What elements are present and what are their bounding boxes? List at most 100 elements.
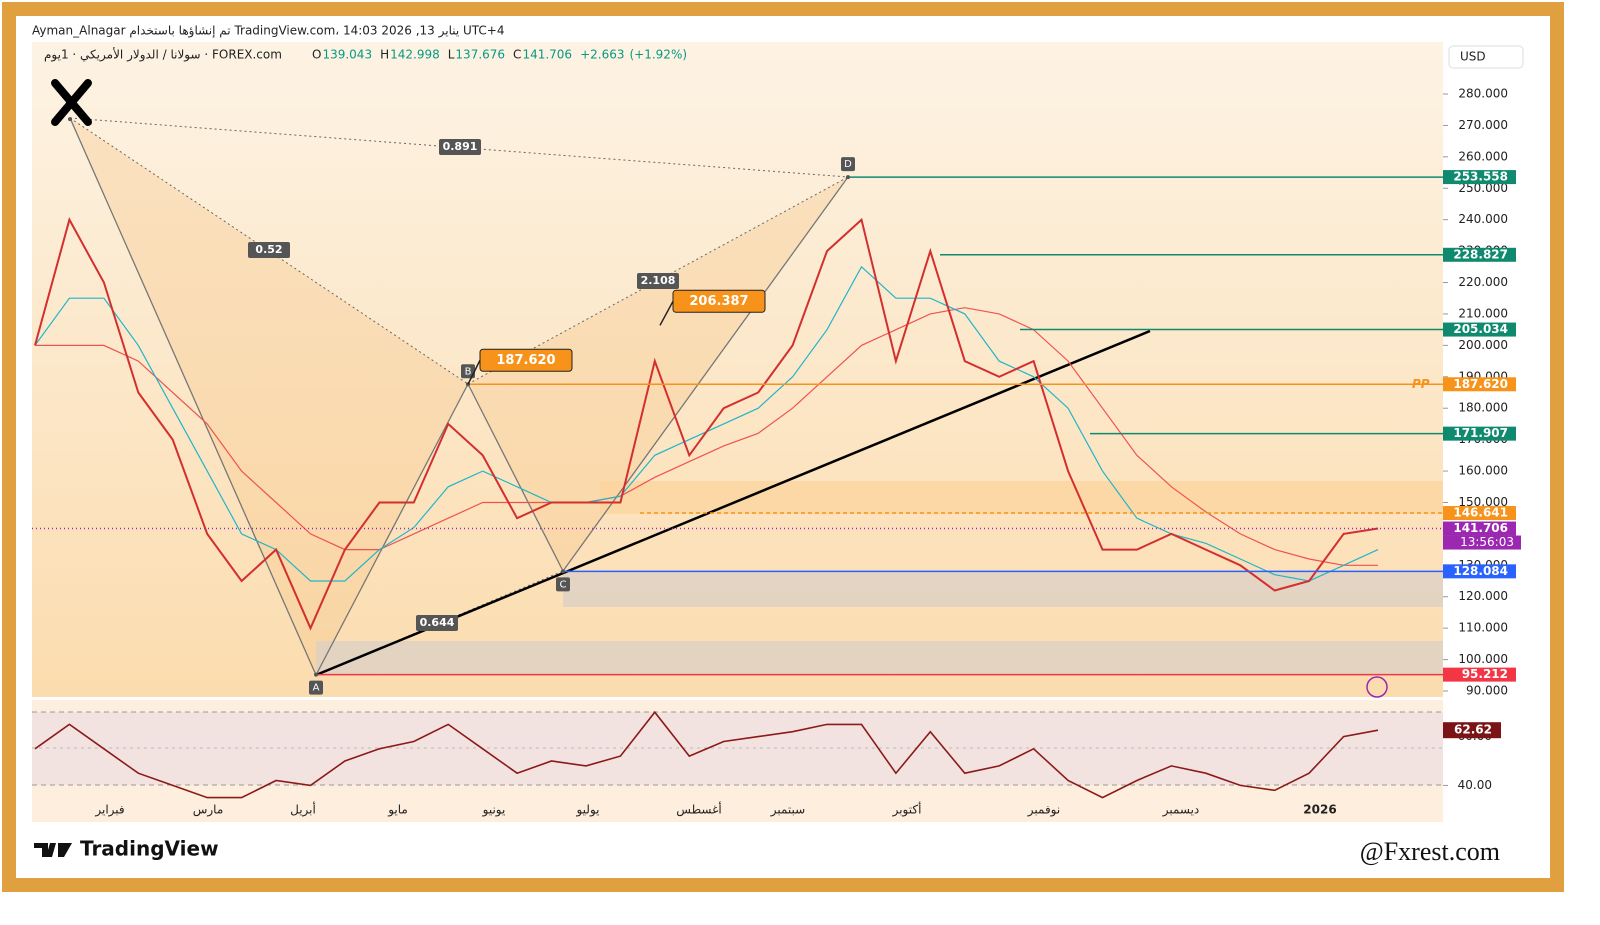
callout-pointer xyxy=(467,359,481,385)
ohlc-value: 141.706 xyxy=(522,48,572,62)
pattern-label: B xyxy=(465,366,472,377)
level-tag xyxy=(1443,170,1516,185)
callout-label: 187.620 xyxy=(496,353,555,368)
rsi-band xyxy=(32,712,1443,785)
level-label: 253.558 xyxy=(1453,170,1508,184)
x-tick-label: يوليو xyxy=(575,803,599,818)
x-tick-label: مايو xyxy=(387,803,408,818)
level-label: 95.212 xyxy=(1462,667,1508,681)
level-label: 146.641 xyxy=(1453,506,1508,520)
pattern-badge xyxy=(461,364,475,379)
symbol: سولانا / الدولار الأمريكي · 1يوم · FOREX… xyxy=(44,47,282,63)
ma-slow xyxy=(35,307,1378,566)
x-tick-label: أكتوبر xyxy=(892,802,922,818)
currency-button[interactable] xyxy=(1448,45,1524,69)
callout-pointer xyxy=(659,300,674,326)
x-tick-label: ديسمبر xyxy=(1162,803,1200,818)
zone-low xyxy=(316,641,1443,675)
alert-icon[interactable] xyxy=(1366,676,1388,698)
pattern-badge xyxy=(309,680,323,695)
watermark: @Fxrest.com xyxy=(1360,837,1500,866)
level-tag xyxy=(1443,426,1516,441)
x-tick-label: يونيو xyxy=(482,803,506,818)
callout-box xyxy=(479,348,573,372)
rsi-line xyxy=(34,710,1379,799)
y-tick-label: 110.000 xyxy=(1458,621,1508,635)
y-tick-label: 160.000 xyxy=(1458,464,1508,478)
pattern-bcd xyxy=(468,177,848,571)
tradingview-logo: TradingView xyxy=(34,837,219,861)
ohlc-key: L xyxy=(448,48,455,62)
y-tick-label: 210.000 xyxy=(1458,306,1508,320)
level-tag-text: PP xyxy=(1412,377,1430,391)
ratio-label: 2.108 xyxy=(641,274,676,287)
countdown-tag xyxy=(1443,535,1521,550)
ratio-badge xyxy=(248,242,290,258)
ohlc-key: C xyxy=(513,48,521,62)
rsi-tick-label: 40.00 xyxy=(1458,778,1492,792)
price-line xyxy=(34,217,1379,631)
level-label: 171.907 xyxy=(1453,426,1508,440)
level-label: 205.034 xyxy=(1453,322,1508,336)
level-tag xyxy=(1443,564,1516,579)
level-tag xyxy=(1443,322,1516,337)
x-tick-label: مارس xyxy=(193,803,224,818)
y-tick-label: 100.000 xyxy=(1458,652,1508,666)
level-label: 141.706 xyxy=(1453,521,1508,535)
pattern-point xyxy=(846,175,850,180)
ratio-badge xyxy=(637,273,679,289)
brand: TradingView xyxy=(80,837,219,861)
level-tag xyxy=(1443,506,1516,521)
pattern-badge xyxy=(841,157,855,172)
level-tag xyxy=(1443,521,1516,536)
y-tick-label: 200.000 xyxy=(1458,338,1508,352)
level-label: 128.084 xyxy=(1453,564,1508,578)
ratio-label: 0.52 xyxy=(255,243,282,256)
y-tick-label: 120.000 xyxy=(1458,589,1508,603)
pattern-badge xyxy=(556,577,570,592)
ratio-badge xyxy=(416,615,458,631)
level-label: 228.827 xyxy=(1453,247,1508,261)
logo-mark xyxy=(34,843,72,857)
level-tag xyxy=(1443,247,1516,262)
y-tick-label: 180.000 xyxy=(1458,401,1508,415)
countdown: 13:56:03 xyxy=(1460,535,1514,549)
pattern-label: C xyxy=(560,579,567,590)
x-tick-label: سبتمبر xyxy=(770,803,805,818)
rsi-last: 62.62 xyxy=(1454,723,1492,737)
x-tick-label: نوفمبر xyxy=(1027,803,1060,818)
y-tick-label: 220.000 xyxy=(1458,275,1508,289)
y-tick-label: 240.000 xyxy=(1458,212,1508,226)
zone-high xyxy=(600,481,1443,514)
pattern-point xyxy=(561,569,565,574)
y-tick-label: 150.000 xyxy=(1458,495,1508,509)
header: Ayman_Alnagar تم إنشاؤها باستخدام Tradin… xyxy=(32,24,505,39)
ohlc-key: O xyxy=(312,48,321,62)
change: +2.663 xyxy=(580,48,624,62)
ohlc-value: 142.998 xyxy=(390,48,440,62)
x-tick-label: 2026 xyxy=(1303,803,1336,817)
level-label: 187.620 xyxy=(1453,377,1508,391)
pattern-point xyxy=(314,672,318,677)
level-tag xyxy=(1443,667,1516,682)
rsi-tag xyxy=(1443,722,1501,739)
ohlc: O 139.043 H 142.998 L 137.676 C 141.706 +2.663 (+… xyxy=(312,48,687,62)
ratio-badge xyxy=(439,139,481,155)
pattern-label: D xyxy=(844,159,852,170)
level-tag xyxy=(1443,377,1516,392)
callout-box xyxy=(672,289,766,313)
ratio-label: 0.891 xyxy=(443,140,478,153)
pattern-point xyxy=(68,117,72,122)
zone-mid xyxy=(563,571,1443,607)
ohlc-value: 139.043 xyxy=(322,48,372,62)
x-marker xyxy=(51,79,92,126)
x-tick-label: أغسطس xyxy=(676,802,721,818)
currency[interactable]: USD xyxy=(1460,50,1486,64)
ratio-label: 0.644 xyxy=(420,616,455,629)
change-pct: (+1.92%) xyxy=(629,48,687,62)
y-tick-label: 90.000 xyxy=(1466,684,1508,698)
y-tick-label: 250.000 xyxy=(1458,181,1508,195)
y-tick-label: 260.000 xyxy=(1458,149,1508,163)
